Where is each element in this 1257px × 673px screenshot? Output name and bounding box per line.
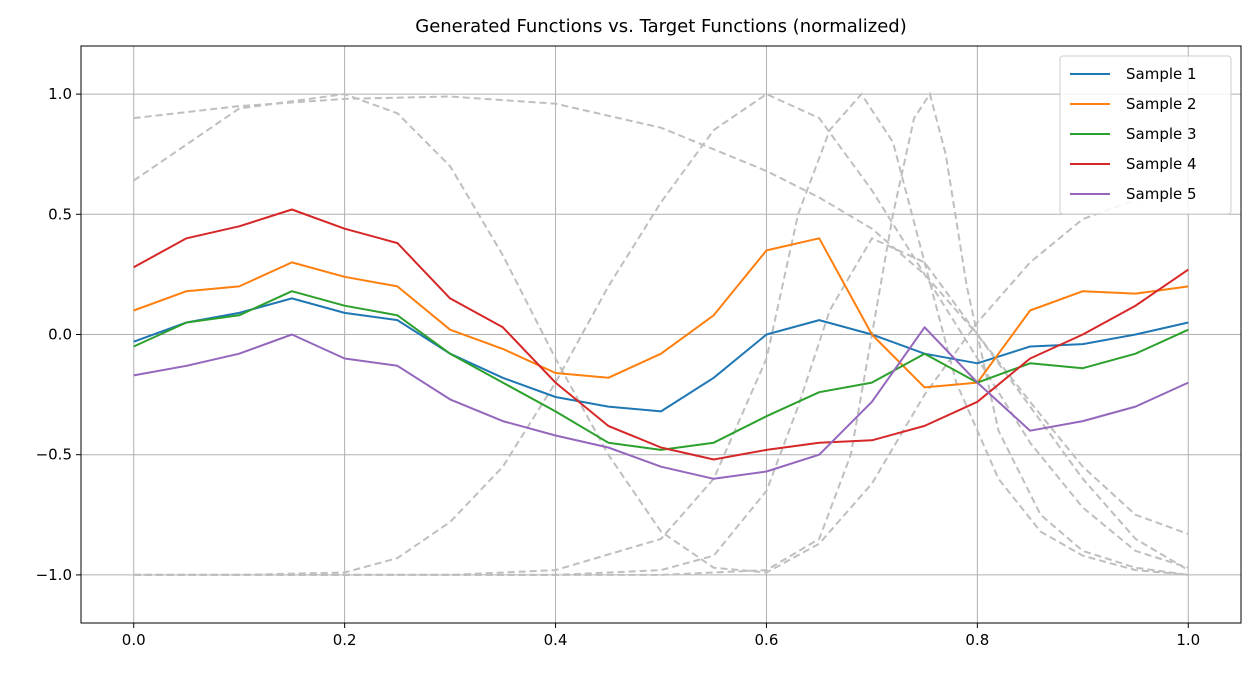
x-tick-label: 1.0 — [1176, 631, 1200, 649]
series-line-sample-2 — [133, 237, 1189, 389]
legend-label: Sample 2 — [1126, 95, 1197, 113]
legend-label: Sample 5 — [1126, 185, 1197, 203]
legend: Sample 1 Sample 2 Sample 3 Sample 4 Sample 5 — [1059, 55, 1232, 215]
y-tick-label: −1.0 — [36, 566, 72, 584]
y-axis: −1.0 −0.5 0.0 0.5 1.0 — [36, 85, 81, 584]
grid — [81, 46, 1241, 623]
x-tick-label: 0.4 — [544, 631, 568, 649]
legend-label: Sample 3 — [1126, 125, 1197, 143]
series-line-sample-5 — [133, 326, 1189, 480]
target-function-6 — [133, 237, 1189, 576]
target-function-2 — [133, 95, 1189, 535]
series-line-sample-3 — [133, 290, 1189, 451]
target-function-3 — [133, 92, 1189, 576]
x-tick-label: 0.6 — [755, 631, 779, 649]
generated-series — [133, 208, 1189, 480]
chart-title: Generated Functions vs. Target Functions… — [415, 16, 906, 37]
target-function-5 — [133, 91, 1189, 576]
y-tick-label: 0.0 — [48, 326, 72, 344]
series-line-sample-4 — [133, 208, 1189, 461]
x-tick-label: 0.0 — [122, 631, 146, 649]
series-line-sample-1 — [133, 297, 1189, 413]
plot-area — [133, 91, 1189, 576]
target-functions — [133, 91, 1189, 576]
legend-box — [1059, 55, 1232, 215]
x-axis: 0.0 0.2 0.4 0.6 0.8 1.0 — [122, 623, 1200, 649]
x-tick-label: 0.8 — [965, 631, 989, 649]
y-tick-label: 0.5 — [48, 205, 72, 223]
y-tick-label: −0.5 — [36, 446, 72, 464]
target-function-1 — [133, 93, 1189, 574]
target-function-4 — [133, 92, 1189, 576]
x-tick-label: 0.2 — [333, 631, 357, 649]
legend-label: Sample 4 — [1126, 155, 1197, 173]
legend-label: Sample 1 — [1126, 65, 1197, 83]
y-tick-label: 1.0 — [48, 85, 72, 103]
